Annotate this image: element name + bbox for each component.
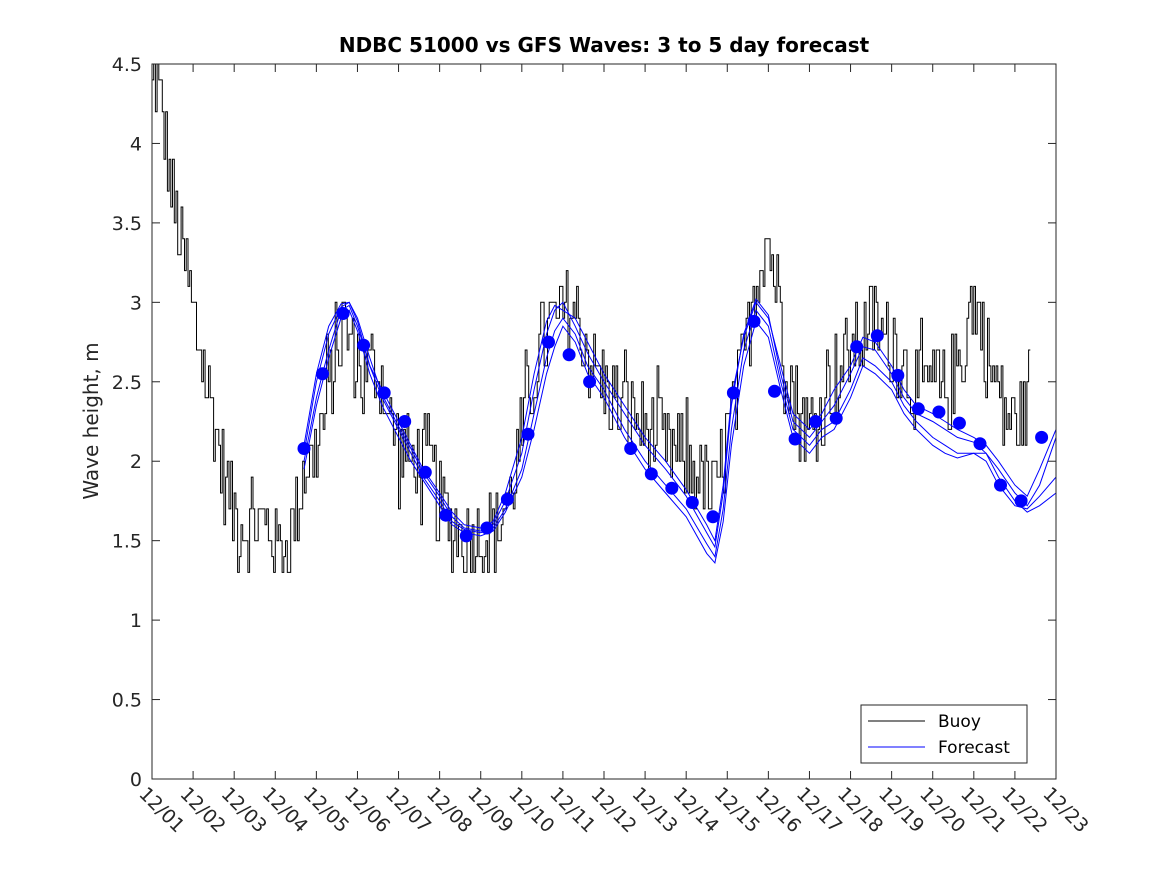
forecast-line-1 bbox=[303, 298, 1056, 549]
y-tick-label-4: 2 bbox=[130, 451, 142, 473]
forecast-dot-8 bbox=[459, 529, 473, 543]
y-tick-label-7: 3.5 bbox=[112, 213, 142, 235]
forecast-dot-28 bbox=[891, 368, 905, 382]
forecast-line-3 bbox=[303, 301, 1056, 543]
forecast-dot-32 bbox=[973, 437, 987, 451]
forecast-dot-16 bbox=[644, 467, 658, 481]
y-tick-label-5: 2.5 bbox=[112, 372, 142, 394]
forecast-dot-14 bbox=[583, 375, 597, 389]
forecast-dot-1 bbox=[316, 367, 329, 381]
legend: Buoy Forecast bbox=[860, 704, 1028, 764]
forecast-dot-25 bbox=[829, 411, 843, 425]
forecast-dot-12 bbox=[542, 335, 555, 349]
forecast-dot-17 bbox=[665, 481, 679, 495]
forecast-dot-5 bbox=[398, 415, 412, 428]
plot-layer bbox=[152, 64, 1056, 573]
forecast-dot-24 bbox=[809, 415, 823, 428]
forecast-dot-26 bbox=[850, 340, 864, 354]
forecast-dot-29 bbox=[911, 402, 925, 416]
y-tick-label-3: 1.5 bbox=[112, 531, 142, 553]
y-tick-label-0: 0 bbox=[130, 769, 142, 791]
forecast-dot-20 bbox=[726, 386, 740, 400]
forecast-dot-22 bbox=[768, 384, 781, 398]
forecast-dot-19 bbox=[706, 510, 720, 524]
forecast-dot-31 bbox=[952, 416, 966, 430]
forecast-dot-6 bbox=[418, 465, 432, 479]
forecast-line-0 bbox=[303, 304, 1056, 558]
forecast-dot-33 bbox=[994, 478, 1007, 492]
forecast-line-2 bbox=[303, 309, 1056, 564]
forecast-dot-21 bbox=[747, 314, 761, 328]
forecast-dot-4 bbox=[377, 386, 391, 400]
forecast-dot-34 bbox=[1014, 494, 1028, 508]
y-tick-label-9: 4.5 bbox=[112, 54, 142, 76]
forecast-dot-15 bbox=[624, 442, 638, 455]
legend-box bbox=[860, 704, 1028, 764]
forecast-dot-30 bbox=[932, 405, 946, 419]
forecast-dot-2 bbox=[336, 307, 350, 320]
forecast-dot-11 bbox=[521, 427, 535, 441]
forecast-dot-7 bbox=[439, 508, 453, 522]
forecast-dot-9 bbox=[480, 521, 494, 535]
y-tick-label-1: 0.5 bbox=[112, 690, 142, 712]
forecast-dot-23 bbox=[788, 432, 802, 446]
legend-buoy-label: Buoy bbox=[938, 712, 981, 732]
forecast-dot-10 bbox=[500, 492, 514, 506]
forecast-dot-35 bbox=[1035, 430, 1049, 444]
legend-forecast-label: Forecast bbox=[938, 738, 1010, 758]
forecast-dot-18 bbox=[685, 496, 699, 509]
forecast-dot-3 bbox=[357, 338, 371, 352]
chart-title: NDBC 51000 vs GFS Waves: 3 to 5 day fore… bbox=[339, 33, 870, 57]
y-tick-label-2: 1 bbox=[130, 610, 142, 632]
forecast-dot-13 bbox=[562, 348, 576, 362]
forecast-dot-0 bbox=[297, 442, 311, 455]
y-tick-label-6: 3 bbox=[130, 292, 142, 314]
y-axis-label: Wave height, m bbox=[79, 342, 103, 499]
y-tick-label-8: 4 bbox=[130, 133, 142, 155]
forecast-dot-27 bbox=[870, 329, 884, 343]
